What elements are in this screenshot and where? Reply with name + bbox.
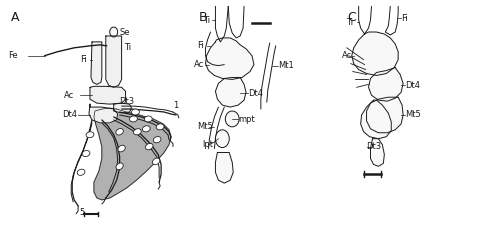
Text: Mt1: Mt1 [278, 61, 293, 70]
Ellipse shape [134, 129, 141, 135]
Text: Ac: Ac [64, 91, 74, 100]
Text: Fi: Fi [401, 14, 408, 23]
Text: Ac: Ac [194, 60, 204, 69]
Text: Dt3: Dt3 [120, 97, 134, 106]
Text: Mt5: Mt5 [196, 122, 212, 131]
Ellipse shape [132, 109, 140, 115]
Text: Dt3: Dt3 [366, 142, 382, 151]
Text: Dt4: Dt4 [405, 81, 420, 90]
Text: Dt4: Dt4 [248, 89, 263, 98]
Text: 1: 1 [173, 101, 178, 110]
Polygon shape [352, 32, 398, 75]
Ellipse shape [142, 126, 150, 132]
Text: Fi: Fi [80, 55, 86, 64]
Ellipse shape [118, 145, 125, 152]
Polygon shape [216, 153, 233, 183]
Text: B: B [198, 11, 207, 24]
Ellipse shape [86, 132, 94, 138]
Polygon shape [206, 38, 254, 79]
Ellipse shape [82, 151, 90, 157]
Polygon shape [366, 97, 403, 133]
Text: Mt5: Mt5 [405, 111, 421, 119]
Text: Ti: Ti [346, 18, 353, 27]
Ellipse shape [116, 128, 124, 135]
Polygon shape [106, 36, 122, 87]
Text: Ti: Ti [202, 16, 209, 25]
Ellipse shape [144, 116, 152, 122]
Text: Fe: Fe [8, 51, 18, 60]
Ellipse shape [154, 137, 161, 143]
Text: mpt: mpt [238, 115, 255, 124]
Text: A: A [11, 11, 20, 24]
Polygon shape [94, 108, 171, 200]
Polygon shape [91, 42, 102, 84]
Ellipse shape [77, 169, 85, 175]
Ellipse shape [146, 143, 153, 150]
Ellipse shape [156, 124, 164, 130]
Ellipse shape [226, 111, 239, 127]
Polygon shape [368, 68, 403, 101]
Text: lpt: lpt [202, 140, 213, 149]
Text: Ti: Ti [124, 43, 130, 52]
Text: C: C [347, 11, 356, 24]
Ellipse shape [116, 163, 123, 170]
Text: Dt4: Dt4 [62, 111, 78, 119]
Ellipse shape [110, 27, 118, 37]
Text: Ac: Ac [342, 51, 352, 60]
Polygon shape [216, 77, 246, 107]
Ellipse shape [130, 116, 138, 122]
Text: Se: Se [120, 27, 130, 37]
Ellipse shape [152, 158, 160, 165]
Polygon shape [114, 103, 132, 113]
Polygon shape [90, 86, 126, 104]
Polygon shape [370, 139, 384, 166]
Text: Fi: Fi [196, 41, 203, 50]
Ellipse shape [216, 130, 230, 148]
Polygon shape [360, 100, 392, 139]
Text: 5: 5 [80, 208, 84, 217]
Polygon shape [89, 104, 118, 123]
